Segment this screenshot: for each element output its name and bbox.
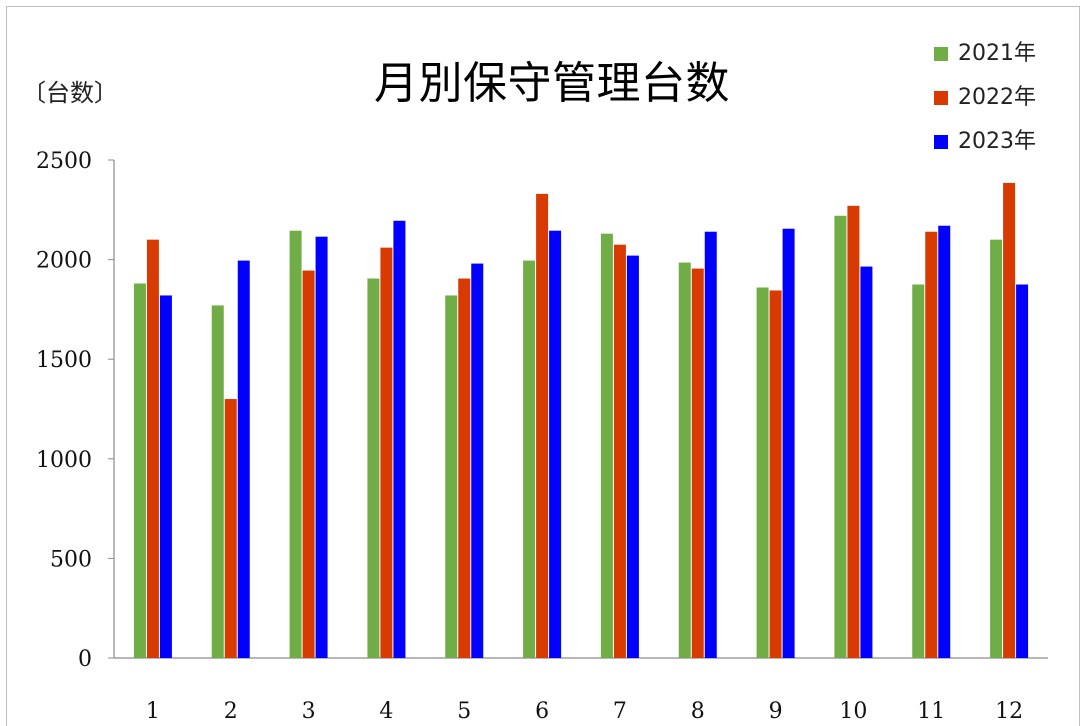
bar-2021年-2 xyxy=(212,305,224,658)
bar-2022年-7 xyxy=(614,245,626,658)
bar-2022年-1 xyxy=(147,240,159,658)
bar-2023年-6 xyxy=(549,231,561,658)
bar-2022年-8 xyxy=(692,269,704,658)
x-tick-label: 11 xyxy=(917,699,945,724)
x-tick-label: 12 xyxy=(995,699,1023,724)
x-tick-label: 2 xyxy=(224,699,238,724)
bar-2023年-5 xyxy=(471,264,483,658)
x-tick-label: 5 xyxy=(457,699,471,724)
y-tick-label: 500 xyxy=(50,547,92,572)
bar-2021年-4 xyxy=(367,279,379,658)
y-tick-label: 2000 xyxy=(36,249,92,274)
bar-2021年-11 xyxy=(912,285,924,659)
y-tick-label: 0 xyxy=(78,647,92,672)
bar-2023年-1 xyxy=(160,295,172,658)
x-tick-label: 4 xyxy=(379,699,393,724)
legend-label: 2021年 xyxy=(958,43,1036,65)
bar-2021年-9 xyxy=(757,287,769,658)
bar-2022年-5 xyxy=(458,279,470,658)
bar-2022年-12 xyxy=(1003,183,1015,658)
bar-2023年-3 xyxy=(316,237,328,658)
legend-item: 2022年 xyxy=(934,76,1074,120)
bar-2021年-10 xyxy=(834,216,846,658)
legend-label: 2023年 xyxy=(958,131,1036,153)
legend-swatch xyxy=(934,91,948,105)
bar-2021年-3 xyxy=(290,231,302,658)
legend-label: 2022年 xyxy=(958,87,1036,109)
bar-2023年-4 xyxy=(393,221,405,658)
bar-2023年-10 xyxy=(860,267,872,658)
x-tick-label: 10 xyxy=(839,699,867,724)
x-tick-label: 1 xyxy=(146,699,160,724)
bar-2023年-11 xyxy=(938,226,950,658)
x-tick-label: 7 xyxy=(613,699,627,724)
bar-2023年-8 xyxy=(705,232,717,658)
legend-item: 2021年 xyxy=(934,32,1074,76)
x-tick-label: 9 xyxy=(769,699,783,724)
bar-2021年-1 xyxy=(134,284,146,658)
y-tick-label: 1500 xyxy=(36,348,92,373)
legend: 2021年 2022年 2023年 xyxy=(934,32,1074,164)
bars-layer xyxy=(134,183,1028,658)
legend-item: 2023年 xyxy=(934,120,1074,164)
bar-2021年-8 xyxy=(679,263,691,658)
bar-2022年-10 xyxy=(847,206,859,658)
bar-2022年-11 xyxy=(925,232,937,658)
bar-2021年-12 xyxy=(990,240,1002,658)
bar-2023年-12 xyxy=(1016,285,1028,659)
bar-2022年-9 xyxy=(770,290,782,658)
legend-swatch xyxy=(934,47,948,61)
bar-2022年-6 xyxy=(536,194,548,658)
bar-2022年-2 xyxy=(225,399,237,658)
x-tick-label: 8 xyxy=(691,699,705,724)
y-tick-label: 1000 xyxy=(36,448,92,473)
bar-2021年-5 xyxy=(445,295,457,658)
x-tick-label: 6 xyxy=(535,699,549,724)
bar-2023年-9 xyxy=(783,229,795,658)
bar-2022年-3 xyxy=(303,271,315,658)
legend-swatch xyxy=(934,135,948,149)
y-tick-label: 2500 xyxy=(36,149,92,174)
bar-2023年-7 xyxy=(627,256,639,658)
bar-2021年-6 xyxy=(523,261,535,658)
bar-2023年-2 xyxy=(238,261,250,658)
x-tick-label: 3 xyxy=(302,699,316,724)
bar-2021年-7 xyxy=(601,234,613,658)
bar-2022年-4 xyxy=(380,248,392,658)
